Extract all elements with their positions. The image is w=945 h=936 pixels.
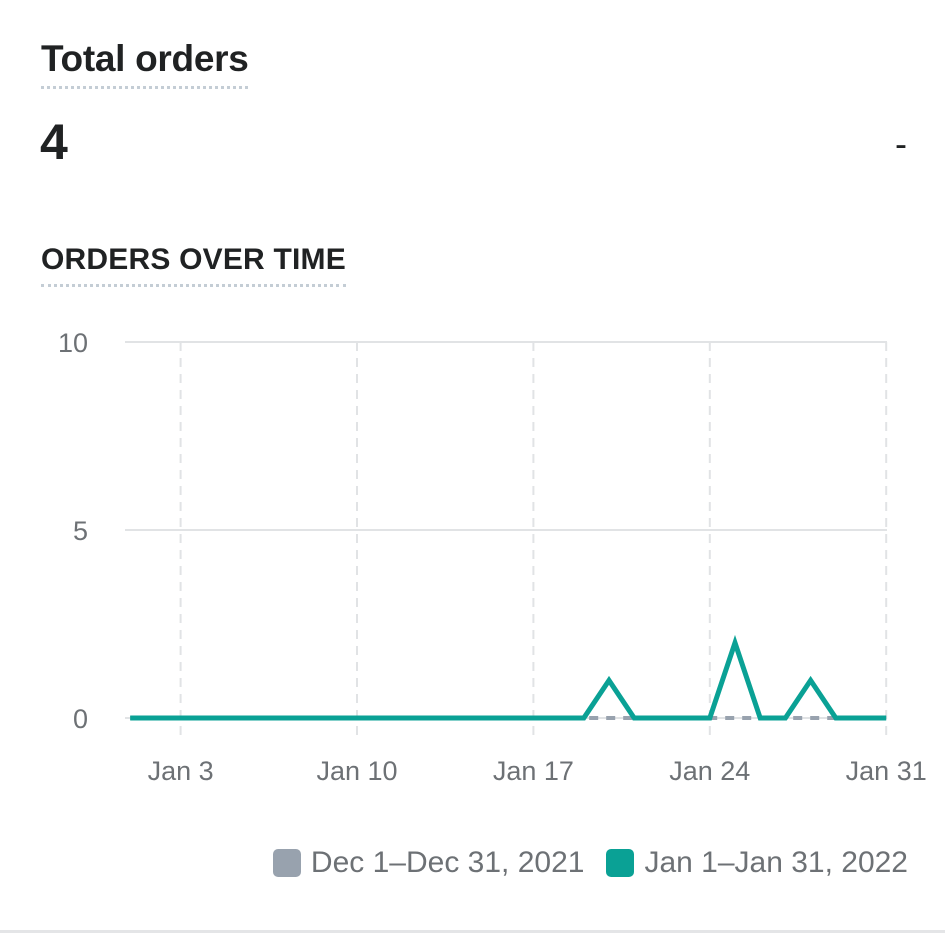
metric-change: - bbox=[895, 123, 907, 164]
y-tick-label-1: 5 bbox=[73, 516, 88, 546]
legend-label-current: Jan 1–Jan 31, 2022 bbox=[644, 846, 908, 879]
legend-label-previous: Dec 1–Dec 31, 2021 bbox=[310, 846, 585, 879]
y-tick-label-0: 0 bbox=[73, 704, 88, 734]
legend-item-current[interactable]: Jan 1–Jan 31, 2022 bbox=[606, 846, 908, 880]
x-tick-label-2: Jan 17 bbox=[493, 756, 574, 786]
legend-item-previous[interactable]: Dec 1–Dec 31, 2021 bbox=[272, 846, 585, 880]
chart-title[interactable]: ORDERS OVER TIME bbox=[41, 242, 346, 287]
legend-swatch-previous bbox=[272, 849, 301, 877]
orders-over-time-chart: 0 5 10 Jan 3 Jan 10 Jan 17 Jan 24 Jan 31 bbox=[58, 328, 927, 786]
legend-swatch-current bbox=[606, 849, 635, 877]
series-line-current bbox=[130, 634, 887, 721]
x-tick-label-4: Jan 31 bbox=[846, 756, 927, 786]
x-tick-label-0: Jan 3 bbox=[148, 756, 214, 786]
x-tick-label-1: Jan 10 bbox=[316, 756, 397, 786]
metric-title[interactable]: Total orders bbox=[41, 38, 249, 89]
metric-value: 4 bbox=[40, 114, 68, 170]
x-tick-label-3: Jan 24 bbox=[669, 756, 750, 786]
chart-legend: Dec 1–Dec 31, 2021 Jan 1–Jan 31, 2022 bbox=[251, 846, 908, 880]
y-tick-label-2: 10 bbox=[58, 328, 88, 358]
